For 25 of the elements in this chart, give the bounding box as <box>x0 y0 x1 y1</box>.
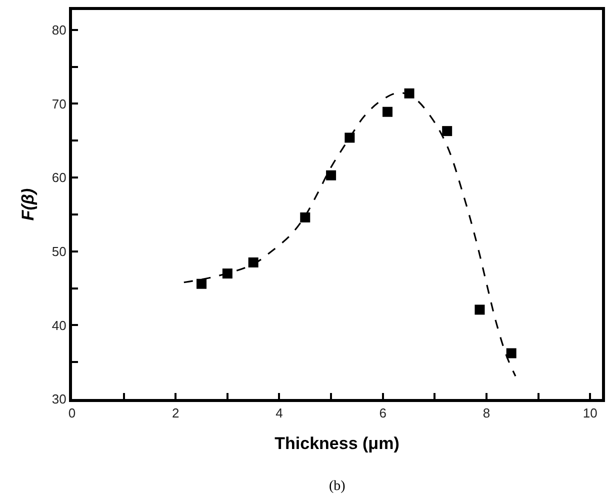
x-tick-label: 2 <box>172 406 180 421</box>
y-tick-label: 80 <box>52 22 66 38</box>
y-tick-label: 30 <box>52 392 66 407</box>
point <box>248 257 258 268</box>
point <box>222 268 232 279</box>
point <box>326 170 336 180</box>
x-tick-label: 6 <box>379 406 386 421</box>
point <box>442 126 452 136</box>
y-tick-label: 50 <box>52 244 66 259</box>
point <box>474 304 485 315</box>
y-tick-label: 40 <box>52 318 66 333</box>
x-axis-title: Thickness (μm) <box>274 434 400 453</box>
point <box>382 106 393 117</box>
x-tick-label: 0 <box>68 406 76 421</box>
point <box>344 132 355 143</box>
x-tick-label: 10 <box>582 406 598 421</box>
point <box>506 348 516 358</box>
x-tick-label: 4 <box>276 406 283 421</box>
point <box>300 212 310 222</box>
y-axis-title: F(β) <box>18 188 38 221</box>
y-tick-label: 60 <box>52 170 66 186</box>
text: (b) <box>329 479 346 494</box>
y-tick-label: 70 <box>52 96 66 112</box>
point <box>196 278 207 289</box>
x-tick-label: 8 <box>482 406 490 421</box>
